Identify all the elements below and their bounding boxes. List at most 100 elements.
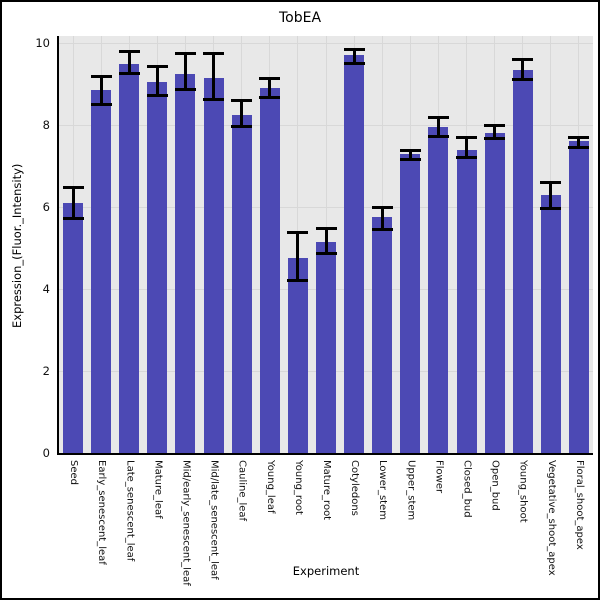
error-bar-cap	[315, 252, 337, 256]
error-bar-cap	[540, 207, 562, 211]
bar	[259, 88, 280, 453]
y-tick-label: 2	[42, 364, 50, 378]
error-bar-cap	[203, 52, 225, 56]
bar	[63, 202, 84, 453]
y-tick-label: 0	[42, 446, 50, 460]
error-bar-cap	[512, 58, 534, 62]
error-bar-cap	[371, 227, 393, 231]
error-bar-line	[493, 125, 497, 140]
bar	[147, 81, 168, 453]
bar	[231, 114, 252, 453]
x-tick-label: Floral_shoot_apex	[573, 460, 585, 550]
x-tick-label: Mature_leaf	[152, 460, 164, 519]
error-bar-cap	[146, 64, 168, 68]
error-bar-line	[380, 207, 384, 230]
error-bar-cap	[456, 136, 478, 140]
error-bar-cap	[484, 137, 506, 141]
error-bar-cap	[174, 88, 196, 92]
x-axis-label: Experiment	[292, 564, 360, 578]
error-bar-cap	[174, 52, 196, 56]
x-tick-label: Seed	[68, 460, 80, 485]
x-tick-label: Cotyledons	[349, 460, 361, 516]
error-bar-line	[521, 59, 525, 80]
error-bar-line	[324, 227, 328, 255]
error-bar-line	[577, 137, 581, 148]
x-tick-label: Vegetative_shoot_apex	[545, 460, 557, 576]
bar	[316, 241, 336, 453]
x-tick-label: Cauline_leaf	[236, 460, 248, 522]
error-bar-cap	[287, 278, 309, 282]
x-tick-label: Young_root	[292, 460, 304, 515]
error-bar-cap	[118, 71, 140, 75]
error-bar-cap	[540, 181, 562, 185]
error-bar-line	[240, 100, 244, 128]
error-bar-line	[212, 53, 216, 101]
error-bar-line	[155, 65, 159, 97]
x-tick-label: Mid/early_senescent_leaf	[180, 460, 192, 586]
error-bar-line	[268, 77, 272, 99]
error-bar-line	[127, 51, 131, 74]
x-tick-label: Mature_root	[321, 460, 332, 521]
bar	[540, 194, 561, 453]
x-tick-label: Flower	[433, 460, 445, 494]
bar	[400, 153, 421, 453]
x-tick-label: Lower_stem	[377, 460, 389, 520]
bar	[372, 217, 393, 453]
error-bar-cap	[203, 98, 225, 102]
y-tick-label: 8	[42, 118, 50, 132]
error-bar-cap	[287, 230, 309, 234]
error-bar-line	[71, 186, 75, 220]
bar	[568, 141, 589, 453]
error-bar-cap	[399, 157, 421, 161]
error-bar-cap	[118, 50, 140, 54]
bar	[91, 90, 112, 453]
error-bar-line	[99, 75, 103, 105]
error-bar-cap	[343, 61, 365, 65]
error-bar-cap	[371, 206, 393, 209]
error-bar-cap	[399, 148, 421, 152]
y-tick-label: 10	[35, 36, 50, 50]
bar	[119, 63, 140, 453]
error-bar-cap	[427, 135, 449, 139]
bar	[175, 73, 196, 453]
error-bar-cap	[568, 145, 590, 149]
error-bar-cap	[343, 48, 365, 52]
error-bar-cap	[62, 217, 84, 221]
error-bar-cap	[90, 74, 112, 78]
x-tick-label: Mid/late_senescent_leaf	[208, 460, 220, 580]
bar	[428, 127, 449, 453]
plot-area	[57, 36, 593, 455]
error-bar-line	[296, 231, 300, 281]
bar	[344, 55, 365, 453]
error-bar-cap	[231, 99, 253, 103]
bar	[512, 69, 533, 453]
error-bar-cap	[512, 77, 534, 81]
x-axis: Seed Early_senescent_leaf Late_senescent_l…	[59, 460, 593, 598]
error-bar-cap	[484, 124, 506, 127]
x-tick-label: Open_bud	[489, 460, 501, 511]
bar	[203, 77, 224, 453]
error-bar-cap	[62, 185, 84, 189]
error-bar-line	[352, 49, 356, 64]
x-tick-label: Upper_stem	[405, 460, 417, 521]
y-tick-label: 4	[42, 282, 50, 296]
y-tick-label: 6	[42, 200, 50, 214]
x-tick-label: Late_senescent_leaf	[124, 460, 136, 562]
x-tick-label: Young_shoot	[517, 460, 529, 523]
error-bar-cap	[427, 115, 449, 119]
error-bar-line	[465, 137, 469, 158]
error-bar-cap	[568, 136, 590, 140]
error-bar-cap	[146, 94, 168, 98]
error-bar-cap	[315, 226, 337, 230]
bar	[287, 258, 308, 453]
error-bar-line	[183, 53, 187, 91]
error-bar-cap	[259, 76, 281, 80]
bar	[484, 133, 505, 453]
error-bar-line	[549, 182, 553, 210]
error-bar-cap	[259, 96, 281, 100]
chart-title: TobEA	[278, 10, 322, 26]
error-bar-cap	[90, 102, 112, 106]
x-tick-label: Early_senescent_leaf	[96, 460, 108, 565]
error-bar-cap	[231, 125, 253, 129]
